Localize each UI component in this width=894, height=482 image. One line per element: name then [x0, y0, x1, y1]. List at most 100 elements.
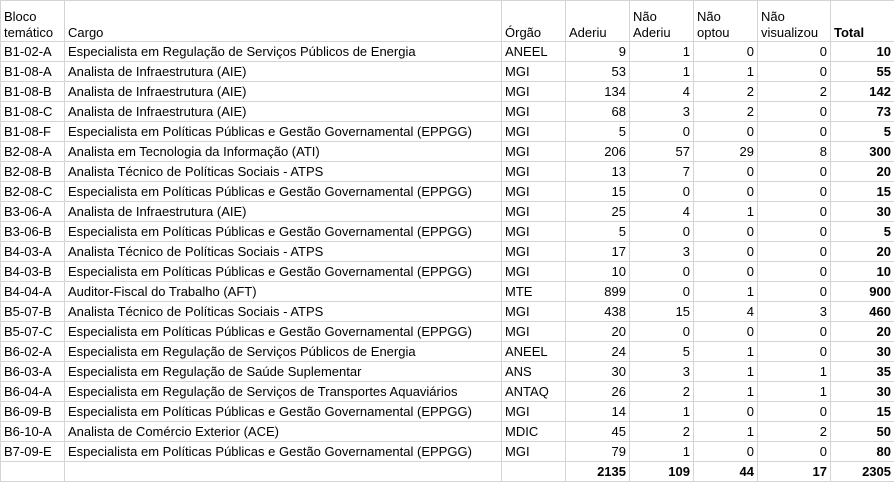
cell: 10 — [831, 262, 894, 282]
cell: 0 — [758, 42, 831, 62]
header-text: Cargo — [68, 25, 103, 40]
cell: 1 — [694, 282, 758, 302]
cell: Especialista em Regulação de Serviços Pú… — [65, 342, 502, 362]
cell: 30 — [831, 382, 894, 402]
cell: 0 — [630, 222, 694, 242]
cell: 30 — [831, 342, 894, 362]
cell: 0 — [758, 342, 831, 362]
cell: MGI — [502, 102, 566, 122]
cell: 438 — [566, 302, 630, 322]
cell: B7-09-E — [1, 442, 65, 462]
total-cell: 2305 — [831, 462, 894, 482]
cell: 4 — [630, 82, 694, 102]
cell: ANEEL — [502, 342, 566, 362]
cell: Analista Técnico de Políticas Sociais - … — [65, 242, 502, 262]
cell: B3-06-A — [1, 202, 65, 222]
cell: ANS — [502, 362, 566, 382]
cell: 1 — [694, 422, 758, 442]
cell: 20 — [831, 242, 894, 262]
cell: 50 — [831, 422, 894, 442]
cell: 134 — [566, 82, 630, 102]
cell: 1 — [694, 62, 758, 82]
cell: 45 — [566, 422, 630, 442]
cell: 3 — [630, 362, 694, 382]
cell: B1-08-B — [1, 82, 65, 102]
cell: 300 — [831, 142, 894, 162]
cell: B2-08-A — [1, 142, 65, 162]
cell: 0 — [694, 222, 758, 242]
cell: 1 — [630, 62, 694, 82]
cell: MGI — [502, 322, 566, 342]
header-text: Total — [834, 25, 864, 40]
cell: 0 — [758, 222, 831, 242]
cell: 0 — [630, 322, 694, 342]
empty-cell — [1, 462, 65, 482]
cell: 10 — [831, 42, 894, 62]
cell: MGI — [502, 202, 566, 222]
cell: B4-03-B — [1, 262, 65, 282]
cell: Analista de Infraestrutura (AIE) — [65, 62, 502, 82]
cell: 0 — [694, 42, 758, 62]
cell: 14 — [566, 402, 630, 422]
cell: MGI — [502, 442, 566, 462]
cell: B1-08-A — [1, 62, 65, 82]
cell: B3-06-B — [1, 222, 65, 242]
cell: 0 — [758, 102, 831, 122]
cell: B6-03-A — [1, 362, 65, 382]
cell: B5-07-B — [1, 302, 65, 322]
cell: Especialista em Regulação de Serviços de… — [65, 382, 502, 402]
cell: 2 — [630, 422, 694, 442]
cell: MGI — [502, 262, 566, 282]
cell: 1 — [758, 382, 831, 402]
cell: 7 — [630, 162, 694, 182]
cell: 30 — [831, 202, 894, 222]
cell: 3 — [630, 102, 694, 122]
cell: MTE — [502, 282, 566, 302]
cell: 4 — [694, 302, 758, 322]
cell: 0 — [758, 182, 831, 202]
cell: 24 — [566, 342, 630, 362]
cell: Analista Técnico de Políticas Sociais - … — [65, 162, 502, 182]
cell: 0 — [758, 282, 831, 302]
header-text: Aderiu — [569, 25, 607, 40]
total-cell: 17 — [758, 462, 831, 482]
cell: MGI — [502, 122, 566, 142]
cell: 0 — [758, 202, 831, 222]
total-cell: 2135 — [566, 462, 630, 482]
cell: 0 — [694, 242, 758, 262]
cell: MDIC — [502, 422, 566, 442]
cell: 3 — [630, 242, 694, 262]
header-text: Não — [761, 9, 785, 24]
cell: 5 — [566, 222, 630, 242]
cell: 79 — [566, 442, 630, 462]
cell: 0 — [694, 182, 758, 202]
cell: MGI — [502, 302, 566, 322]
cell: 5 — [831, 122, 894, 142]
cell: 2 — [630, 382, 694, 402]
header-cell: Total — [831, 1, 894, 42]
cell: Analista de Infraestrutura (AIE) — [65, 82, 502, 102]
header-text: optou — [697, 25, 730, 40]
cell: 899 — [566, 282, 630, 302]
cell: B4-04-A — [1, 282, 65, 302]
cell: 1 — [694, 382, 758, 402]
cell: B2-08-B — [1, 162, 65, 182]
cell: Auditor-Fiscal do Trabalho (AFT) — [65, 282, 502, 302]
cell: B1-08-C — [1, 102, 65, 122]
cell: B6-09-B — [1, 402, 65, 422]
cell: 0 — [758, 162, 831, 182]
